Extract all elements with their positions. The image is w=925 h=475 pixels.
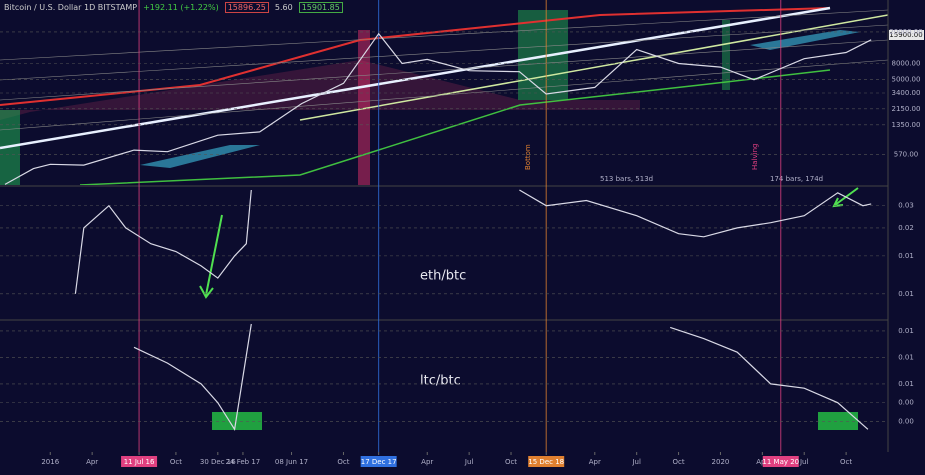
y-tick-label: 0.03 xyxy=(898,202,914,210)
y-tick-label: 8000.00 xyxy=(892,59,921,67)
x-tick-box xyxy=(528,456,565,467)
price-line xyxy=(74,189,872,294)
x-tick-label: 08 Jun 17 xyxy=(275,458,308,466)
x-tick-label: Jul xyxy=(799,458,809,466)
last-price: 15900.00 xyxy=(889,31,922,39)
last-price-box xyxy=(889,30,924,40)
x-tick-label: 30 Dec 16 xyxy=(200,458,236,466)
x-tick-label: 11 May 20 xyxy=(762,458,799,466)
y-tick-label: 0.00 xyxy=(898,399,914,407)
time-axis-bg xyxy=(0,452,925,475)
y-tick-label: 0.02 xyxy=(898,224,914,232)
highlight-box xyxy=(818,412,858,430)
y-tick-label: 0.00 xyxy=(898,418,914,426)
x-tick-box xyxy=(360,456,397,467)
y-tick-label: 0.01 xyxy=(898,327,914,335)
header: Bitcoin / U.S. Dollar 1D BITSTAMP +192.1… xyxy=(4,2,343,13)
x-tick-label: Oct xyxy=(673,458,685,466)
x-tick-label: Apr xyxy=(421,458,433,466)
bid[interactable]: 15896.25 xyxy=(224,2,269,13)
y-tick-label: 0.01 xyxy=(898,353,914,361)
y-tick-label: 2150.00 xyxy=(892,105,921,113)
x-tick-label: 15 Dec 18 xyxy=(528,458,564,466)
annotation: Bottom xyxy=(524,144,532,170)
y-tick-label: 20000.00 xyxy=(889,28,922,36)
annotation: 174 bars, 174d xyxy=(770,175,823,183)
x-tick-label: 2020 xyxy=(712,458,730,466)
pane-title: ltc/btc xyxy=(420,374,461,389)
x-tick-label: Jul xyxy=(464,458,474,466)
x-tick-label: 2016 xyxy=(41,458,59,466)
x-tick-box xyxy=(121,456,158,467)
x-tick-label: Oct xyxy=(505,458,517,466)
x-tick-label: Apr xyxy=(589,458,601,466)
arrow xyxy=(205,214,223,296)
x-tick-label: Oct xyxy=(170,458,182,466)
price-line xyxy=(4,32,872,185)
spread: 5.60 xyxy=(274,3,293,12)
change: +192.11 (+1.22%) xyxy=(143,3,219,12)
decorations xyxy=(0,6,888,185)
x-tick-label: 11 Jul 16 xyxy=(124,458,155,466)
symbol: Bitcoin / U.S. Dollar 1D BITSTAMP xyxy=(4,3,138,12)
y-tick-label: 0.01 xyxy=(898,290,914,298)
x-tick-box xyxy=(762,456,799,467)
x-tick-label: Jul xyxy=(631,458,641,466)
x-tick-label: 24 Feb 17 xyxy=(226,458,261,466)
x-tick-label: Oct xyxy=(337,458,349,466)
y-tick-label: 1350.00 xyxy=(892,121,921,129)
annotation: 513 bars, 513d xyxy=(600,175,653,183)
x-tick-label: Apr xyxy=(756,458,768,466)
x-tick-label: 17 Dec 17 xyxy=(361,458,397,466)
y-tick-label: 0.01 xyxy=(898,252,914,260)
y-tick-label: 570.00 xyxy=(894,151,919,159)
arrow xyxy=(834,187,859,206)
x-tick-label: Apr xyxy=(86,458,98,466)
y-tick-label: 3400.00 xyxy=(892,89,921,97)
y-tick-label: 5000.00 xyxy=(892,76,921,84)
annotation: Halving xyxy=(751,144,759,170)
pane-title: eth/btc xyxy=(420,269,466,284)
price-line xyxy=(133,323,869,431)
ask[interactable]: 15901.85 xyxy=(298,2,343,13)
x-tick-label: Oct xyxy=(840,458,852,466)
arrow-head xyxy=(199,285,214,299)
highlight-box xyxy=(212,412,262,430)
y-tick-label: 0.01 xyxy=(898,380,914,388)
